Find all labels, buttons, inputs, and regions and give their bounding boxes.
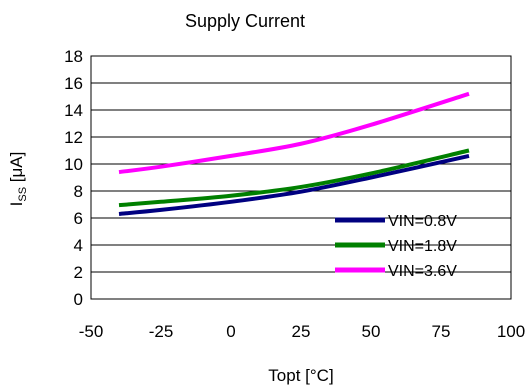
y-axis-ticks: 0 2 4 6 8 10 12 14 16 18 [64,47,83,309]
y-tick-label: 8 [74,182,83,201]
x-tick-label: 0 [226,322,235,341]
y-axis-label-unit: [μA] [7,152,26,187]
y-tick-label: 18 [64,47,83,66]
y-tick-label: 2 [74,263,83,282]
series-line-2 [118,148,470,208]
series-line-1 [118,153,470,216]
series-lines [118,91,470,216]
y-axis-label-main: I [7,202,26,207]
x-tick-label: -25 [149,322,174,341]
y-tick-label: 0 [74,290,83,309]
x-tick-label: 50 [362,322,381,341]
x-tick-label: 75 [432,322,451,341]
x-axis-label: Topt [°C] [268,366,333,385]
y-tick-label: 4 [74,236,83,255]
y-tick-label: 16 [64,74,83,93]
legend-label-1: VIN=0.8V [388,213,457,230]
y-tick-label: 14 [64,101,83,120]
x-axis-ticks: -50 -25 0 25 50 75 100 [79,322,525,341]
y-tick-label: 6 [74,209,83,228]
y-tick-label: 12 [64,128,83,147]
legend-label-2: VIN=1.8V [388,238,457,255]
series-line-3 [118,91,470,175]
legend: VIN=0.8V VIN=1.8V VIN=3.6V [335,213,457,280]
chart-title: Supply Current [185,11,305,31]
x-tick-label: -50 [79,322,104,341]
plot-area [90,55,512,300]
x-tick-label: 100 [497,322,525,341]
y-axis-label: ISS [μA] [7,152,29,207]
y-axis-label-sub: SS [17,187,29,202]
grid-lines [91,82,511,273]
y-tick-label: 10 [64,155,83,174]
legend-label-3: VIN=3.6V [388,263,457,280]
x-tick-label: 25 [292,322,311,341]
